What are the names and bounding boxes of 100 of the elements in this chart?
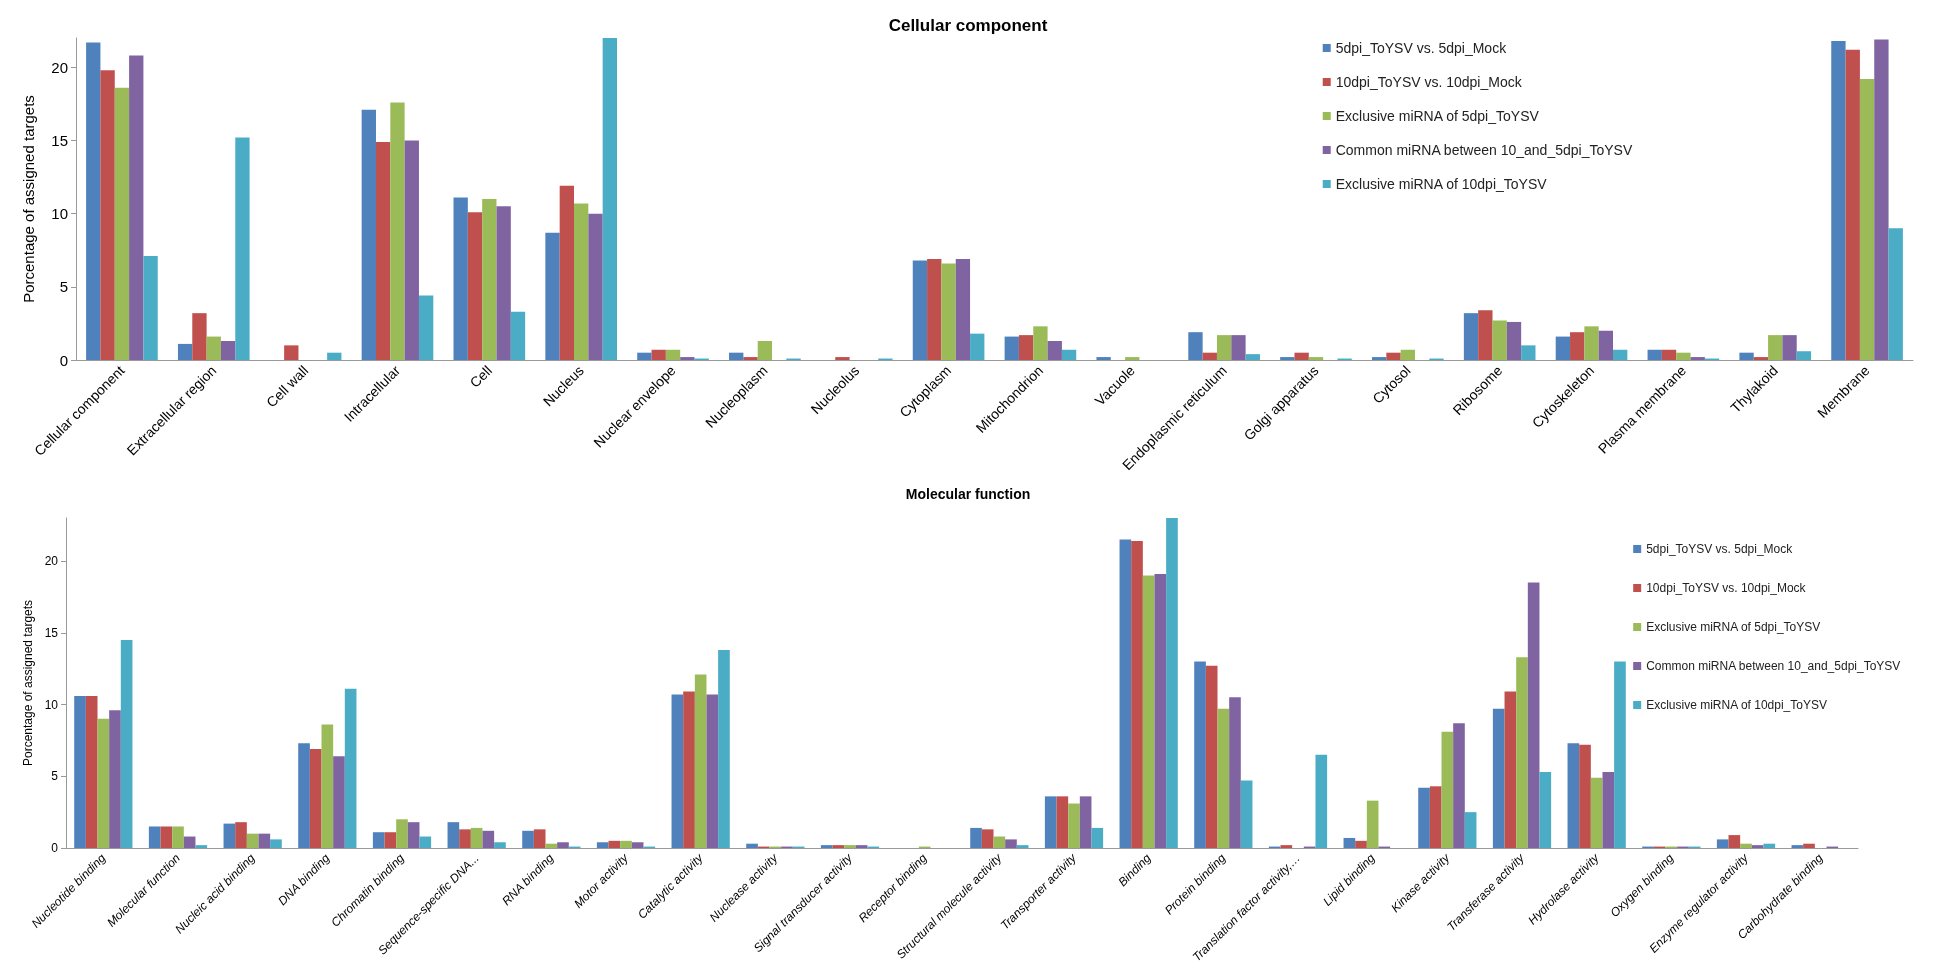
bar — [522, 830, 534, 848]
bar — [545, 232, 560, 360]
bar — [993, 836, 1006, 848]
bar — [1142, 575, 1155, 848]
bar — [1091, 827, 1104, 848]
bar — [706, 694, 719, 848]
bar — [1018, 335, 1034, 360]
bar — [574, 203, 589, 360]
bar — [1119, 539, 1132, 848]
bar — [1079, 796, 1092, 848]
bar — [309, 749, 322, 848]
bar — [1315, 754, 1328, 848]
bar — [1492, 320, 1507, 360]
bar — [1590, 777, 1603, 848]
bar — [321, 724, 334, 848]
bar — [1229, 697, 1241, 848]
bar — [1294, 352, 1309, 360]
bar — [1504, 691, 1517, 848]
bar — [270, 839, 282, 848]
bar — [172, 826, 184, 848]
bar — [361, 109, 376, 360]
bar — [85, 695, 98, 848]
bar — [384, 832, 397, 848]
bar — [333, 756, 345, 848]
bar — [602, 38, 617, 360]
bar — [1796, 351, 1812, 360]
bar — [114, 87, 130, 360]
bar — [1753, 357, 1769, 360]
bar — [1539, 771, 1552, 848]
bar — [1845, 49, 1860, 360]
bar — [143, 256, 158, 360]
bar — [496, 206, 511, 360]
bar — [637, 352, 652, 360]
bar — [284, 345, 299, 360]
x-tick-label: Cell wall — [263, 362, 312, 411]
bar — [74, 695, 86, 848]
bar — [1125, 357, 1140, 360]
bar — [1716, 839, 1729, 848]
y-tick-label: 0 — [59, 351, 68, 369]
bar — [1516, 657, 1528, 848]
bar — [557, 842, 569, 848]
y-tick-label: 15 — [44, 625, 59, 640]
bar — [1240, 780, 1253, 848]
bar — [651, 349, 666, 360]
x-tick-label: Cell — [466, 362, 495, 391]
legend-label: Exclusive miRNA of 5dpi_ToYSV — [1646, 620, 1821, 634]
bar — [694, 674, 707, 848]
legend-label: Common miRNA between 10_and_5dpi_ToYSV — [1646, 659, 1901, 673]
bar — [844, 845, 856, 848]
bar — [344, 688, 357, 848]
bar — [510, 311, 526, 360]
bar — [680, 357, 695, 360]
bar — [1231, 335, 1246, 360]
bar — [1217, 708, 1230, 848]
y-tick-label: 20 — [44, 554, 59, 569]
bar — [1205, 665, 1218, 848]
bar — [1602, 771, 1615, 848]
bar — [835, 357, 850, 360]
bar — [1888, 228, 1903, 360]
bar — [482, 199, 497, 360]
bar — [1061, 349, 1077, 360]
legend-label: 10dpi_ToYSV vs. 10dpi_Mock — [1646, 581, 1807, 595]
bar — [671, 694, 684, 848]
bar — [620, 840, 632, 848]
bar — [470, 827, 483, 848]
bar — [981, 829, 994, 848]
bar — [1418, 787, 1430, 848]
bar — [177, 343, 193, 360]
bar — [941, 263, 956, 360]
y-tick-label: 0 — [51, 841, 59, 855]
bar — [1280, 357, 1295, 360]
bar — [832, 845, 845, 848]
legend-label: Exclusive miRNA of 10dpi_ToYSV — [1335, 176, 1548, 192]
bar — [220, 340, 236, 360]
y-axis-title: Porcentage of assigned targets — [20, 599, 35, 767]
bar — [246, 833, 259, 848]
bar — [1492, 708, 1505, 848]
bar — [743, 357, 758, 360]
bar — [1527, 582, 1540, 848]
bar — [559, 185, 575, 360]
bar — [327, 352, 342, 360]
bar — [533, 829, 546, 848]
bar — [1463, 313, 1479, 360]
bar — [375, 141, 391, 360]
y-tick-label: 15 — [51, 131, 68, 149]
bar — [1579, 744, 1591, 848]
bar — [1016, 845, 1029, 848]
bar — [372, 832, 385, 848]
bar — [1308, 357, 1324, 360]
bar — [1400, 349, 1415, 360]
bar — [1216, 335, 1232, 360]
bar — [404, 140, 419, 360]
bar — [1131, 540, 1143, 848]
bar — [183, 836, 196, 848]
bar — [1154, 573, 1167, 848]
bar — [407, 822, 420, 848]
bar — [223, 823, 236, 848]
bar — [1647, 349, 1662, 360]
bar — [1555, 336, 1571, 360]
bar — [588, 213, 603, 360]
